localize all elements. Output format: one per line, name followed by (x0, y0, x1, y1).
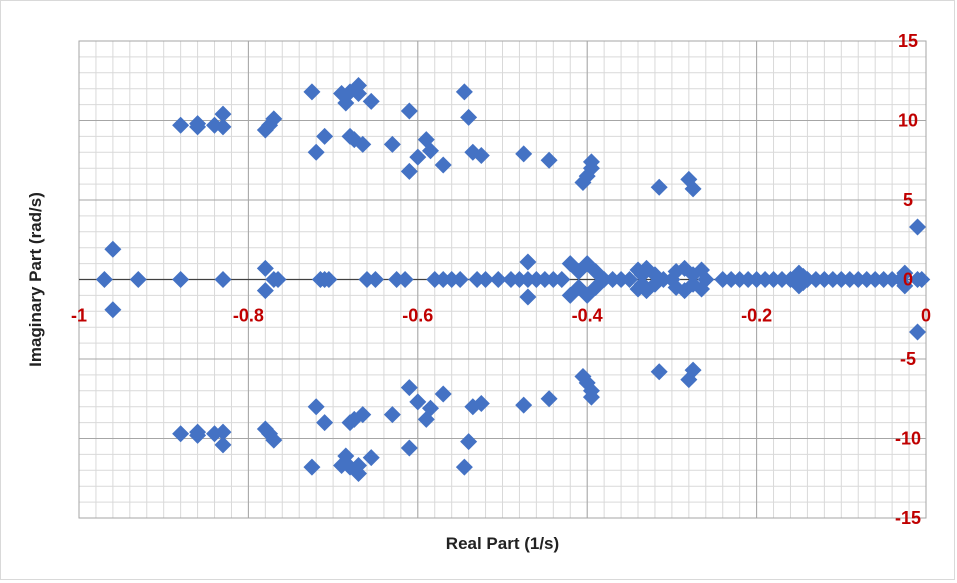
data-points (95, 77, 931, 482)
y-tick-label: -5 (900, 349, 916, 369)
data-point (650, 363, 668, 381)
data-point (206, 116, 224, 134)
data-point (540, 390, 558, 408)
y-tick-label: 0 (903, 270, 913, 290)
data-point (354, 406, 372, 424)
data-point (366, 271, 384, 288)
data-point (455, 458, 473, 476)
data-point (400, 379, 418, 397)
data-point (214, 271, 232, 288)
x-tick-label: -0.8 (233, 306, 264, 326)
data-point (553, 271, 571, 288)
data-point (256, 259, 274, 277)
data-point (95, 271, 113, 288)
y-tick-label: -10 (895, 429, 921, 449)
data-point (621, 271, 639, 288)
data-point (697, 271, 715, 288)
data-point (455, 83, 473, 101)
data-point (460, 108, 478, 126)
data-point (515, 396, 533, 414)
data-point (400, 102, 418, 120)
data-point (362, 92, 380, 110)
data-point (303, 458, 321, 476)
x-tick-label: -0.6 (402, 306, 433, 326)
data-point (650, 178, 668, 196)
data-point (409, 148, 427, 166)
data-point (350, 84, 368, 102)
data-point (434, 385, 452, 403)
data-point (515, 145, 533, 163)
data-point (472, 395, 490, 413)
data-point (422, 142, 440, 160)
data-point (214, 423, 232, 441)
data-point (383, 135, 401, 153)
x-tick-label: -0.2 (741, 306, 772, 326)
data-point (383, 406, 401, 424)
data-point (540, 151, 558, 169)
data-point (104, 240, 122, 258)
y-tick-label: 15 (898, 31, 918, 51)
data-point (400, 162, 418, 180)
data-point (434, 156, 452, 174)
data-point (896, 277, 914, 295)
y-tick-label: 5 (903, 190, 913, 210)
data-point (362, 449, 380, 467)
data-point (214, 118, 232, 136)
data-point (519, 288, 537, 306)
y-tick-labels: -15 -10 -5 0 5 10 15 (895, 31, 921, 528)
data-point (256, 282, 274, 300)
data-point (477, 271, 495, 288)
x-tick-label: -1 (71, 306, 87, 326)
x-tick-labels: -1 -0.8 -0.6 -0.4 -0.2 0 (71, 306, 931, 326)
data-point (519, 253, 537, 271)
data-point (172, 271, 190, 288)
data-point (316, 127, 334, 145)
data-point (400, 439, 418, 457)
data-point (214, 436, 232, 454)
data-point (909, 323, 927, 341)
data-point (684, 361, 702, 379)
data-point (172, 425, 190, 443)
x-axis-title: Real Part (1/s) (446, 534, 559, 553)
data-point (451, 271, 469, 288)
data-point (896, 264, 914, 282)
data-point (350, 457, 368, 475)
data-point (172, 116, 190, 134)
data-point (189, 118, 207, 136)
data-point (460, 433, 478, 451)
data-point (472, 146, 490, 164)
data-point (422, 399, 440, 417)
data-point (303, 83, 321, 101)
data-point (129, 271, 147, 288)
data-point (265, 110, 283, 128)
data-point (489, 271, 507, 288)
x-tick-label: -0.4 (572, 306, 603, 326)
data-point (265, 431, 283, 449)
data-point (909, 218, 927, 236)
x-tick-label: 0 (921, 306, 931, 326)
data-point (214, 105, 232, 123)
y-tick-label: 10 (898, 111, 918, 131)
data-point (913, 271, 931, 288)
data-point (409, 393, 427, 411)
data-point (320, 271, 338, 288)
data-point (189, 423, 207, 441)
data-point (307, 143, 325, 161)
y-tick-label: -15 (895, 508, 921, 528)
data-point (354, 135, 372, 153)
data-point (307, 398, 325, 416)
data-point (684, 180, 702, 198)
data-point (582, 382, 600, 400)
data-point (316, 414, 334, 432)
data-point (396, 271, 414, 288)
data-point (582, 159, 600, 177)
y-axis-title: Imaginary Part (rad/s) (26, 192, 45, 367)
data-point (269, 271, 287, 288)
data-point (104, 301, 122, 319)
